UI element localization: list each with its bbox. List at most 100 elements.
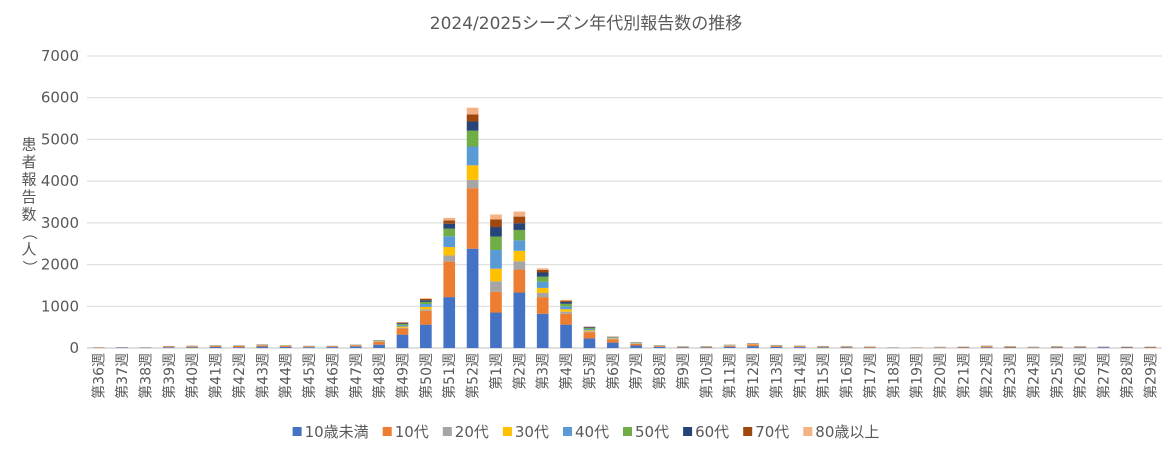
- bar-segment: [700, 347, 713, 348]
- y-tick-label: 7000: [41, 47, 79, 65]
- x-tick-label: 第19週: [909, 353, 926, 399]
- x-tick-label: 第11週: [722, 353, 739, 399]
- bar-segment: [536, 287, 549, 293]
- bar-segment: [723, 346, 736, 348]
- x-tick-label: 第51週: [441, 353, 458, 399]
- bar-segment: [513, 261, 526, 270]
- bar-segment: [443, 297, 456, 348]
- bar-segment: [490, 219, 502, 228]
- bar-segment: [536, 281, 549, 288]
- bar-segment: [1050, 347, 1063, 348]
- bar-segment: [980, 346, 993, 348]
- x-tick-label: 第37週: [114, 353, 131, 399]
- bar-segment: [1121, 347, 1133, 348]
- bar-segment: [466, 107, 479, 115]
- x-tick-label: 第22週: [979, 353, 996, 399]
- bar-segment: [396, 322, 409, 324]
- bar-segment: [1121, 347, 1133, 348]
- x-tick-label: 第9週: [675, 353, 692, 390]
- x-tick-label: 第46週: [324, 353, 341, 399]
- bar-segment: [256, 345, 269, 347]
- bar-segment: [420, 301, 432, 304]
- x-tick-label: 第39週: [161, 353, 178, 399]
- bar-segment: [396, 334, 409, 348]
- y-axis-label-char: 人: [21, 241, 36, 259]
- x-tick-label: 第6週: [605, 353, 622, 390]
- x-tick-label: 第29週: [1142, 353, 1159, 399]
- bar-segment: [653, 346, 666, 347]
- bar-segment: [536, 268, 549, 270]
- bar-segment: [396, 326, 409, 328]
- bar-segment: [162, 347, 175, 348]
- legend-swatch: [683, 427, 693, 436]
- x-tick-label: 第38週: [137, 353, 154, 399]
- x-tick-label: 第15週: [815, 353, 832, 399]
- bar-segment: [583, 330, 596, 332]
- y-tick-label: 6000: [41, 89, 79, 107]
- y-tick-label: 1000: [41, 297, 79, 315]
- bar-segment: [303, 346, 315, 348]
- bar-segment: [630, 343, 643, 346]
- bar-segment: [864, 346, 876, 348]
- bar-segment: [957, 346, 970, 348]
- bar-segment: [443, 228, 456, 237]
- bar-segment: [233, 347, 245, 348]
- bar-segment: [186, 347, 198, 348]
- bar-segment: [583, 327, 596, 330]
- y-axis-label-char: （: [21, 225, 39, 240]
- bar-segment: [490, 291, 502, 313]
- bar-segment: [536, 313, 549, 348]
- y-tick-label: 5000: [41, 130, 79, 148]
- legend-item: 80歳以上: [803, 423, 879, 441]
- bar-segment: [490, 249, 502, 269]
- x-tick-label: 第47週: [348, 353, 365, 399]
- x-tick-label: 第21週: [955, 353, 972, 399]
- bar-segment: [1144, 346, 1157, 348]
- bar-segment: [116, 347, 128, 348]
- legend-item: 70代: [743, 423, 789, 441]
- x-tick-label: 第43週: [254, 353, 271, 399]
- x-tick-label: 第28週: [1119, 353, 1136, 399]
- legend-item: 20代: [442, 423, 489, 441]
- bar-segment: [443, 217, 456, 221]
- legend-label: 40代: [575, 423, 609, 441]
- bar-segment: [513, 269, 526, 293]
- x-tick-label: 第3週: [535, 353, 552, 390]
- x-tick-label: 第20週: [932, 353, 949, 399]
- x-tick-label: 第2週: [511, 353, 528, 390]
- bar-segment: [747, 346, 759, 348]
- legend-swatch: [442, 427, 452, 436]
- bar-segment: [793, 347, 806, 348]
- legend-item: 10代: [382, 423, 429, 441]
- bar-segment: [513, 229, 526, 241]
- legend-item: 10歳未満: [292, 423, 369, 441]
- bar-segment: [793, 346, 806, 348]
- legend-item: 40代: [563, 423, 609, 441]
- bar-segment: [420, 300, 432, 302]
- bar-segment: [536, 297, 549, 314]
- bar-segment: [1074, 347, 1087, 348]
- bar-segment: [560, 311, 572, 314]
- bar-segment: [490, 227, 502, 237]
- legend-item: 60代: [683, 423, 729, 441]
- bar-segment: [233, 346, 245, 348]
- bar-segment: [560, 313, 572, 325]
- bar-segment: [396, 323, 409, 325]
- bar-segment: [560, 301, 572, 304]
- legend-label: 60代: [695, 423, 729, 441]
- bar-segment: [513, 211, 526, 217]
- legend-swatch: [292, 427, 302, 436]
- bar-segment: [583, 332, 596, 339]
- x-tick-label: 第17週: [862, 353, 879, 399]
- bar-segment: [396, 325, 409, 327]
- legend-label: 10代: [395, 423, 429, 441]
- x-tick-label: 第24週: [1025, 353, 1042, 399]
- bar-segment: [840, 347, 853, 348]
- x-tick-label: 第4週: [558, 353, 575, 390]
- bar-segment: [606, 337, 619, 338]
- bar-segment: [513, 216, 526, 224]
- bar-segment: [443, 223, 456, 229]
- bar-segment: [490, 281, 502, 292]
